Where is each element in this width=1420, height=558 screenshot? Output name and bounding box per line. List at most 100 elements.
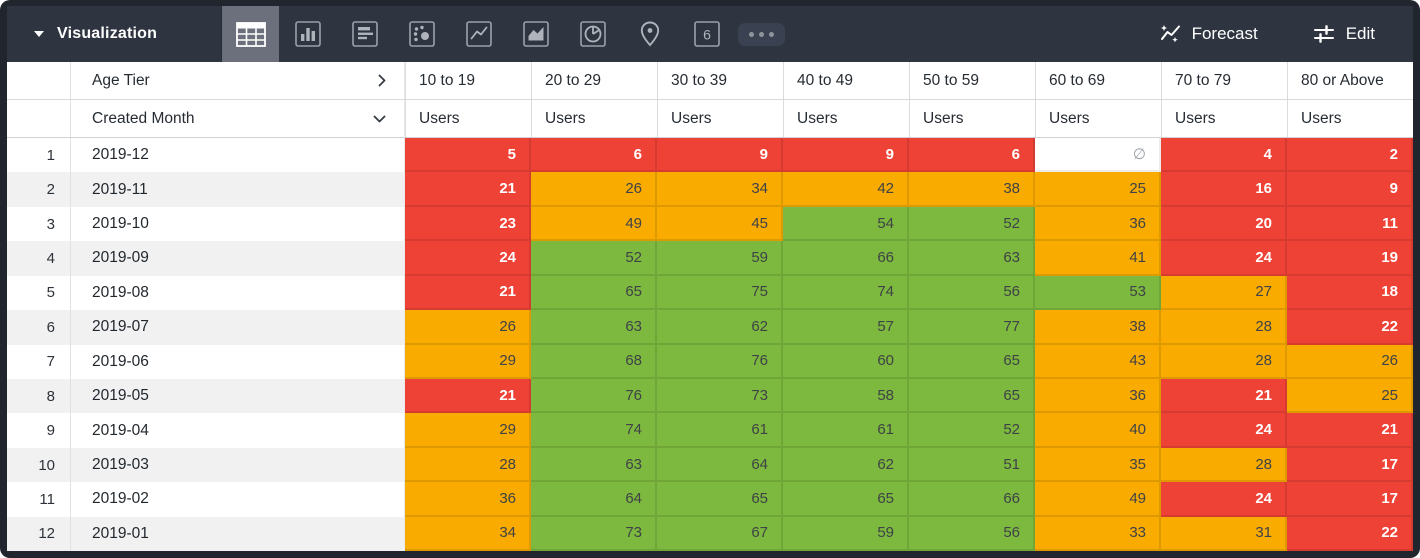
month-cell[interactable]: 2019-12 <box>71 138 405 173</box>
pivot-field-header[interactable]: Age Tier <box>71 62 405 99</box>
value-cell[interactable]: 9 <box>657 138 783 173</box>
value-cell[interactable]: 73 <box>657 378 783 414</box>
value-cell[interactable]: 16 <box>1161 172 1287 207</box>
forecast-button[interactable]: Forecast <box>1153 23 1264 46</box>
measure-header[interactable]: Users <box>1287 100 1413 137</box>
tier-header[interactable]: 70 to 79 <box>1161 62 1287 99</box>
value-cell[interactable]: 21 <box>405 275 531 311</box>
measure-header[interactable]: Users <box>1161 100 1287 137</box>
value-cell[interactable]: 28 <box>405 447 531 483</box>
tier-header[interactable]: 20 to 29 <box>531 62 657 99</box>
value-cell[interactable]: 38 <box>1035 310 1161 345</box>
measure-header[interactable]: Users <box>783 100 909 137</box>
value-cell[interactable]: 21 <box>1287 413 1413 448</box>
tier-header[interactable]: 80 or Above <box>1287 62 1413 99</box>
month-cell[interactable]: 2019-03 <box>71 447 405 483</box>
month-cell[interactable]: 2019-10 <box>71 206 405 242</box>
value-cell[interactable]: 21 <box>1161 378 1287 414</box>
bar-chart-icon[interactable] <box>279 6 336 62</box>
dimension-field-header[interactable]: Created Month <box>71 100 405 137</box>
value-cell[interactable]: 61 <box>657 413 783 448</box>
value-cell[interactable]: 6 <box>531 138 657 173</box>
value-cell[interactable]: 49 <box>531 206 657 242</box>
value-cell[interactable]: 66 <box>909 482 1035 517</box>
measure-header[interactable]: Users <box>1035 100 1161 137</box>
value-cell[interactable]: 67 <box>657 516 783 552</box>
value-cell[interactable]: 26 <box>1287 344 1413 379</box>
value-cell[interactable]: 51 <box>909 447 1035 483</box>
value-cell[interactable]: 27 <box>1161 275 1287 311</box>
value-cell[interactable]: 52 <box>531 241 657 276</box>
value-cell[interactable]: 24 <box>405 241 531 276</box>
tier-header[interactable]: 30 to 39 <box>657 62 783 99</box>
value-cell[interactable]: 56 <box>909 516 1035 552</box>
value-cell[interactable]: 26 <box>531 172 657 207</box>
value-cell[interactable]: 29 <box>405 413 531 448</box>
value-cell[interactable]: 58 <box>783 378 909 414</box>
value-cell[interactable]: 52 <box>909 206 1035 242</box>
value-cell[interactable]: 17 <box>1287 482 1413 517</box>
value-cell[interactable]: ∅ <box>1035 138 1161 173</box>
value-cell[interactable]: 9 <box>1287 172 1413 207</box>
value-cell[interactable]: 11 <box>1287 206 1413 242</box>
visualization-section-toggle[interactable]: Visualization <box>7 6 222 62</box>
value-cell[interactable]: 20 <box>1161 206 1287 242</box>
value-cell[interactable]: 73 <box>531 516 657 552</box>
value-cell[interactable]: 59 <box>783 516 909 552</box>
value-cell[interactable]: 28 <box>1161 310 1287 345</box>
value-cell[interactable]: 41 <box>1035 241 1161 276</box>
value-cell[interactable]: 24 <box>1161 413 1287 448</box>
tier-header[interactable]: 40 to 49 <box>783 62 909 99</box>
value-cell[interactable]: 34 <box>405 516 531 552</box>
value-cell[interactable]: 62 <box>657 310 783 345</box>
value-cell[interactable]: 64 <box>657 447 783 483</box>
value-cell[interactable]: 40 <box>1035 413 1161 448</box>
value-cell[interactable]: 53 <box>1035 275 1161 311</box>
month-cell[interactable]: 2019-07 <box>71 310 405 345</box>
month-cell[interactable]: 2019-09 <box>71 241 405 276</box>
value-cell[interactable]: 57 <box>783 310 909 345</box>
value-cell[interactable]: 29 <box>405 344 531 379</box>
value-cell[interactable]: 54 <box>783 206 909 242</box>
more-options-icon[interactable] <box>735 6 787 62</box>
value-cell[interactable]: 25 <box>1287 378 1413 414</box>
measure-header[interactable]: Users <box>531 100 657 137</box>
value-cell[interactable]: 2 <box>1287 138 1413 173</box>
value-cell[interactable]: 36 <box>1035 206 1161 242</box>
value-cell[interactable]: 36 <box>405 482 531 517</box>
month-cell[interactable]: 2019-06 <box>71 344 405 379</box>
value-cell[interactable]: 5 <box>405 138 531 173</box>
month-cell[interactable]: 2019-08 <box>71 275 405 311</box>
value-cell[interactable]: 18 <box>1287 275 1413 311</box>
value-cell[interactable]: 33 <box>1035 516 1161 552</box>
value-cell[interactable]: 24 <box>1161 241 1287 276</box>
value-cell[interactable]: 31 <box>1161 516 1287 552</box>
value-cell[interactable]: 25 <box>1035 172 1161 207</box>
value-cell[interactable]: 68 <box>531 344 657 379</box>
value-cell[interactable]: 63 <box>909 241 1035 276</box>
value-cell[interactable]: 74 <box>531 413 657 448</box>
value-cell[interactable]: 28 <box>1161 344 1287 379</box>
value-cell[interactable]: 65 <box>783 482 909 517</box>
value-cell[interactable]: 35 <box>1035 447 1161 483</box>
value-cell[interactable]: 6 <box>909 138 1035 173</box>
line-chart-icon[interactable] <box>450 6 507 62</box>
edit-button[interactable]: Edit <box>1306 22 1381 46</box>
value-cell[interactable]: 66 <box>783 241 909 276</box>
value-cell[interactable]: 17 <box>1287 447 1413 483</box>
value-cell[interactable]: 75 <box>657 275 783 311</box>
value-cell[interactable]: 61 <box>783 413 909 448</box>
value-cell[interactable]: 34 <box>657 172 783 207</box>
tier-header[interactable]: 60 to 69 <box>1035 62 1161 99</box>
tier-header[interactable]: 10 to 19 <box>405 62 531 99</box>
value-cell[interactable]: 65 <box>909 344 1035 379</box>
value-cell[interactable]: 42 <box>783 172 909 207</box>
row-chart-icon[interactable] <box>336 6 393 62</box>
value-cell[interactable]: 63 <box>531 447 657 483</box>
month-cell[interactable]: 2019-02 <box>71 482 405 517</box>
value-cell[interactable]: 28 <box>1161 447 1287 483</box>
map-pin-icon[interactable] <box>621 6 678 62</box>
value-cell[interactable]: 19 <box>1287 241 1413 276</box>
value-cell[interactable]: 65 <box>909 378 1035 414</box>
value-cell[interactable]: 64 <box>531 482 657 517</box>
